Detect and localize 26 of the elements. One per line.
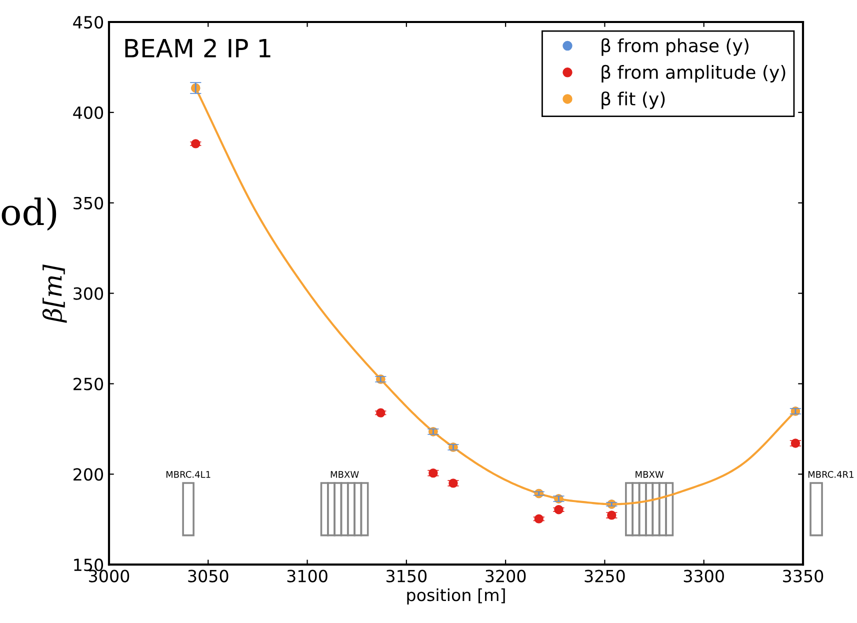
text: BEAM 2 IP 1 bbox=[125, 38, 270, 58]
x-tick-label: 3100 bbox=[287, 570, 328, 582]
x-tick-label: 3300 bbox=[684, 570, 724, 582]
annotation: MBXW bbox=[636, 471, 664, 478]
y-tick-label: 350 bbox=[74, 196, 104, 210]
x-tick-label: 3350 bbox=[783, 570, 824, 582]
legend-label: β from amplitude (y) bbox=[602, 64, 786, 82]
y-tick-label: 250 bbox=[74, 378, 104, 390]
y-tick-label: 200 bbox=[74, 468, 104, 481]
annotation: MBRC.4L1 bbox=[166, 471, 210, 478]
x-tick-label: 3200 bbox=[486, 570, 526, 582]
y-axis-title: β[m] bbox=[42, 264, 67, 323]
text: od) bbox=[2, 198, 56, 231]
x-tick-label: 3150 bbox=[386, 570, 427, 582]
legend-label: β from phase (y) bbox=[602, 38, 748, 56]
annotation: MBXW bbox=[330, 471, 359, 478]
x-axis-title: position [m] bbox=[407, 588, 505, 604]
text: MBRC.4R1 bbox=[808, 471, 854, 478]
y-tick-label: 400 bbox=[73, 106, 104, 119]
y-tick-label: 300 bbox=[74, 287, 104, 300]
legend-label: β fit (y) bbox=[602, 91, 665, 110]
x-tick-label: 3250 bbox=[584, 570, 625, 582]
y-tick-label: 450 bbox=[73, 16, 104, 29]
x-tick-label: 3000 bbox=[89, 570, 130, 582]
x-tick-label: 3050 bbox=[188, 570, 228, 582]
y-tick-label: 150 bbox=[74, 558, 104, 572]
